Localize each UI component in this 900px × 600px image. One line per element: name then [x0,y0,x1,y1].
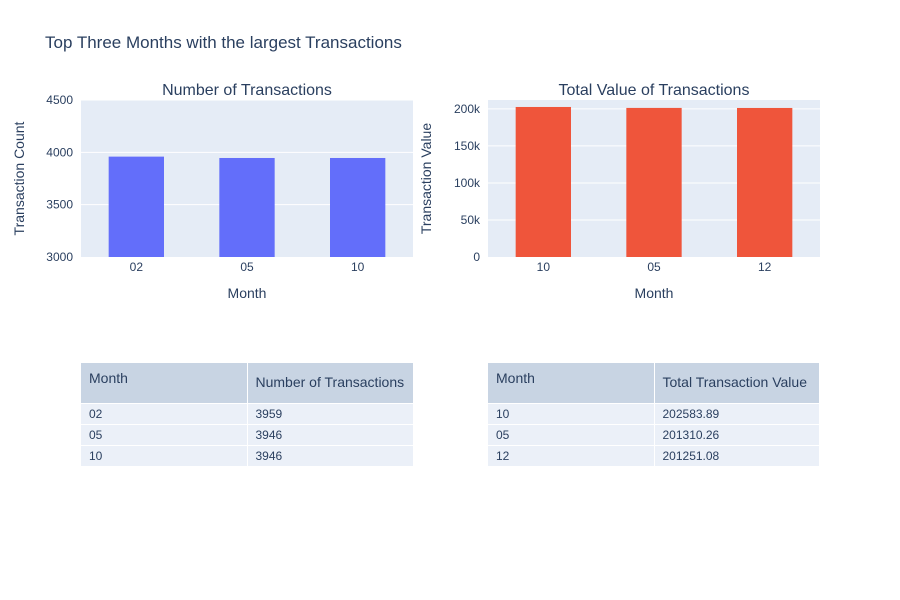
x-tick-label: 02 [130,260,144,274]
y-tick-label: 100k [454,176,481,190]
table-cell: 201251.08 [654,444,819,466]
table-header-cell: Number of Transactions [247,363,413,403]
x-tick-label: 10 [537,260,551,274]
table-cell: 3946 [247,423,413,445]
table-header-cell: Month [488,363,655,403]
bar [626,107,682,257]
y-axis-label: Transaction Value [418,123,434,234]
value-table: Month Total Transaction Value 10 202583.… [488,363,819,466]
y-tick-label: 200k [454,102,481,116]
y-axis-label: Transaction Count [11,121,27,235]
count-table: Month Number of Transactions 02 3959 05 … [81,363,413,466]
table-row: 10 3946 [81,444,413,466]
y-tick-label: 150k [454,139,481,153]
table-row: 02 3959 [81,402,413,424]
bar [515,106,571,257]
table-header-cell: Month [81,363,248,403]
x-tick-label: 10 [351,260,365,274]
table-row: 05 201310.26 [488,423,819,445]
y-tick-label: 0 [473,250,480,264]
x-axis-label: Month [228,285,267,301]
figure-title: Top Three Months with the largest Transa… [45,33,402,52]
table-cell: 02 [81,402,248,424]
table-cell: 10 [488,402,655,424]
table-header-row: Month Total Transaction Value [488,363,819,403]
x-tick-label: 12 [758,260,772,274]
table-header-cell: Total Transaction Value [654,363,819,403]
bar [330,157,386,257]
x-axis-label: Month [635,285,674,301]
table-row: 05 3946 [81,423,413,445]
table-cell: 201310.26 [654,423,819,445]
table-cell: 05 [488,423,655,445]
y-tick-label: 50k [461,213,481,227]
y-tick-label: 4500 [46,93,73,107]
table-cell: 05 [81,423,248,445]
bar [737,107,793,257]
x-tick-label: 05 [647,260,661,274]
table-cell: 3959 [247,402,413,424]
subplot-title: Total Value of Transactions [559,82,750,99]
table-header-row: Month Number of Transactions [81,363,413,403]
table-cell: 202583.89 [654,402,819,424]
table-cell: 12 [488,444,655,466]
y-tick-label: 3500 [46,198,73,212]
table-row: 12 201251.08 [488,444,819,466]
table-row: 10 202583.89 [488,402,819,424]
table-cell: 3946 [247,444,413,466]
y-tick-label: 4000 [46,145,73,159]
bar [219,157,275,257]
table-cell: 10 [81,444,248,466]
y-tick-label: 3000 [46,250,73,264]
subplot-title: Number of Transactions [162,82,332,99]
bar [108,156,164,257]
x-tick-label: 05 [240,260,254,274]
